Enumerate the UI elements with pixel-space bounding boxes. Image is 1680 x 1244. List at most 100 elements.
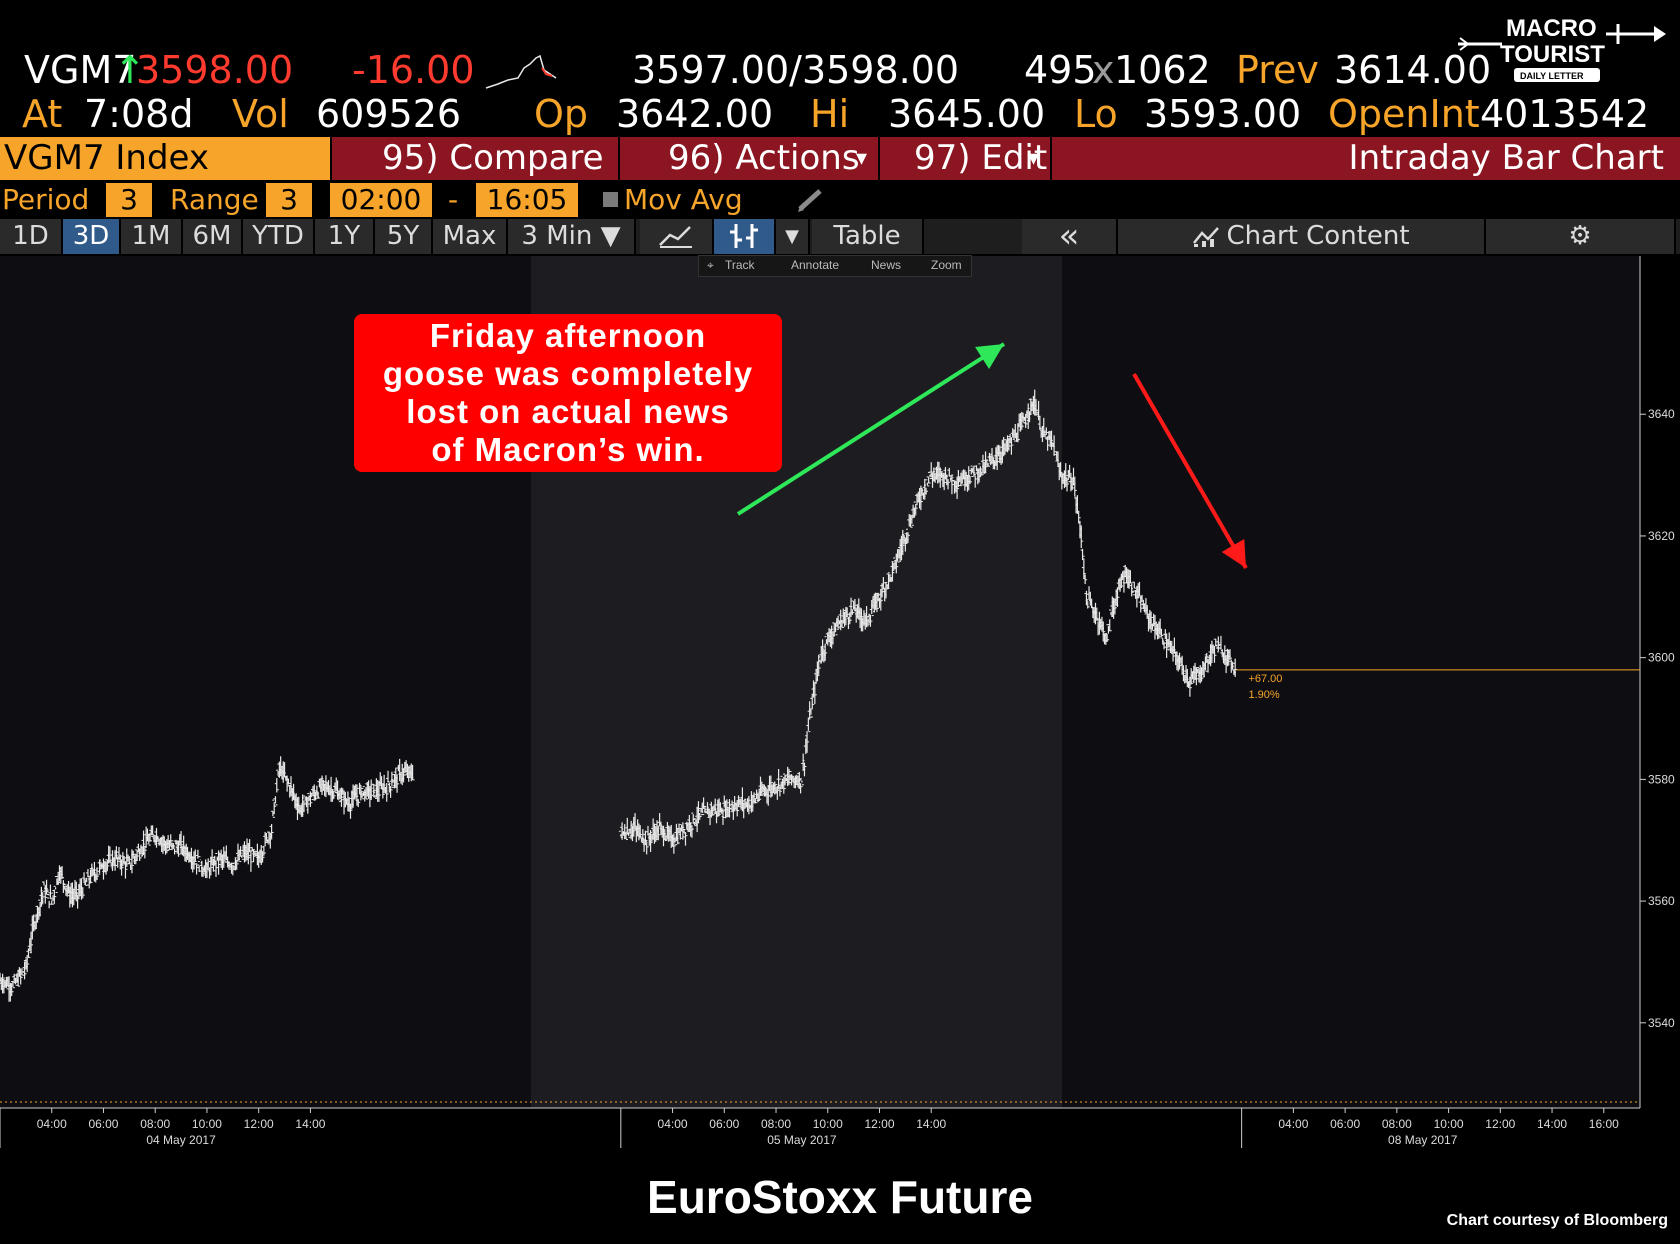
- chart-type-caret-icon[interactable]: ▼: [776, 219, 810, 254]
- y-tick-label: 3640: [1648, 407, 1675, 421]
- chart-toolbar: 1D 3D 1M 6M YTD 1Y 5Y Max 3 Min ▼ ▼ Tabl…: [0, 219, 1680, 254]
- ohlc-bar-icon: [730, 224, 758, 248]
- line-chart-icon: [659, 226, 692, 248]
- x-tick-label: 08:00: [761, 1117, 791, 1131]
- news-tool[interactable]: News: [871, 258, 902, 272]
- mov-avg-checkbox[interactable]: [603, 192, 618, 207]
- range-field[interactable]: 3: [266, 183, 312, 217]
- hi-value: 3645.00: [888, 92, 1046, 136]
- lo-label: Lo: [1074, 92, 1118, 136]
- tab-1m[interactable]: 1M: [121, 219, 183, 254]
- tab-ytd[interactable]: YTD: [243, 219, 315, 254]
- chart-content-label: Chart Content: [1226, 221, 1410, 251]
- svg-text:TOURIST: TOURIST: [1500, 41, 1605, 68]
- price-chart: 3540 3560 3580 3600 3620 3640 04:00 06:00 08:00 1…: [0, 256, 1675, 1148]
- callout-line: lost on actual news: [406, 393, 730, 430]
- y-tick-label: 3600: [1648, 651, 1675, 665]
- vol-value: 609526: [316, 92, 462, 136]
- actions-menu[interactable]: 96) Actions: [668, 138, 860, 178]
- pencil-icon[interactable]: [796, 187, 826, 213]
- svg-text:DAILY LETTER: DAILY LETTER: [1520, 71, 1584, 81]
- divider: [878, 137, 880, 180]
- x-tick-label: 12:00: [1485, 1117, 1515, 1131]
- date-label: 05 May 2017: [767, 1133, 837, 1147]
- end-time-field[interactable]: 16:05: [476, 183, 578, 217]
- divider: [618, 137, 620, 180]
- zoom-tool[interactable]: Zoom: [931, 258, 962, 272]
- x-tick-label: 04:00: [37, 1117, 67, 1131]
- gear-icon[interactable]: ⚙: [1486, 219, 1676, 254]
- last-change-label: +67.00: [1248, 673, 1282, 685]
- x-tick-label: 06:00: [709, 1117, 739, 1131]
- x-tick-label: 10:00: [1434, 1117, 1464, 1131]
- ticker-field[interactable]: VGM7 Index: [0, 137, 330, 180]
- sparkline-icon: [485, 54, 557, 89]
- macro-tourist-logo: MACRO TOURIST DAILY LETTER: [1458, 15, 1666, 82]
- x-tick-label: 06:00: [1330, 1117, 1360, 1131]
- prev-label: Prev: [1236, 48, 1319, 92]
- divider: [1050, 137, 1052, 180]
- actions-caret-icon[interactable]: ▾: [856, 146, 868, 171]
- edit-menu[interactable]: 97) Edit: [914, 138, 1048, 178]
- op-value: 3642.00: [616, 92, 774, 136]
- x-tick-label: 14:00: [1537, 1117, 1567, 1131]
- at-label: At: [22, 92, 63, 136]
- y-tick-label: 3580: [1648, 772, 1675, 786]
- collapse-button[interactable]: «: [1022, 219, 1118, 254]
- x-tick-label: 14:00: [295, 1117, 325, 1131]
- size-separator: x: [1092, 48, 1115, 92]
- x-tick-label: 12:00: [244, 1117, 274, 1131]
- range-dash: -: [448, 183, 459, 216]
- ask-size: 1062: [1114, 48, 1211, 92]
- line-chart-button[interactable]: [640, 219, 714, 254]
- tab-5y[interactable]: 5Y: [375, 219, 433, 254]
- tab-3d[interactable]: 3D: [63, 219, 121, 254]
- hi-label: Hi: [810, 92, 850, 136]
- bar-chart-button[interactable]: [714, 219, 776, 254]
- net-change: -16.00: [352, 48, 475, 92]
- symbol: VGM7: [24, 48, 137, 92]
- chart-content-button[interactable]: Chart Content: [1118, 219, 1486, 254]
- table-button[interactable]: Table: [812, 219, 924, 254]
- annotate-tool[interactable]: Annotate: [791, 258, 840, 272]
- chart-credit: Chart courtesy of Bloomberg: [1446, 1212, 1668, 1229]
- chart-content-icon: [1193, 227, 1220, 247]
- settings-row: Period 3 Range 3 02:00 - 16:05 Mov Avg: [0, 183, 1680, 217]
- range-label: Range: [170, 183, 259, 216]
- track-tool[interactable]: Track: [725, 258, 755, 272]
- tab-1d[interactable]: 1D: [0, 219, 63, 254]
- bid-size: 495: [1024, 48, 1097, 92]
- tab-1y[interactable]: 1Y: [315, 219, 375, 254]
- y-tick-label: 3560: [1648, 894, 1675, 908]
- x-tick-label: 12:00: [864, 1117, 894, 1131]
- lo-value: 3593.00: [1144, 92, 1302, 136]
- period-field[interactable]: 3: [106, 183, 152, 217]
- date-label: 08 May 2017: [1388, 1133, 1458, 1147]
- chart-tools: ⌖ Track Annotate News Zoom: [698, 255, 972, 277]
- openint-label: OpenInt: [1328, 92, 1480, 136]
- green-arrow-icon: [736, 342, 1006, 516]
- divider: [330, 137, 332, 180]
- callout-line: Friday afternoon: [429, 317, 707, 354]
- start-time-field[interactable]: 02:00: [330, 183, 432, 217]
- period-label: Period: [2, 183, 90, 216]
- callout-line: of Macron’s win.: [431, 431, 705, 468]
- chart-name: Intraday Bar Chart: [1348, 138, 1664, 178]
- prev-value: 3614.00: [1334, 48, 1492, 92]
- tab-max[interactable]: Max: [433, 219, 508, 254]
- green-arrow-icon-head: [975, 344, 1004, 369]
- red-arrow-icon: [1132, 373, 1248, 569]
- last-pct-label: 1.90%: [1248, 689, 1279, 701]
- svg-text:MACRO: MACRO: [1506, 15, 1597, 42]
- tab-6m[interactable]: 6M: [183, 219, 243, 254]
- edit-caret-icon[interactable]: ▾: [1028, 146, 1040, 171]
- interval-dropdown[interactable]: 3 Min ▼: [508, 219, 636, 254]
- compare-menu[interactable]: 95) Compare: [382, 138, 604, 178]
- x-tick-label: 16:00: [1589, 1117, 1619, 1131]
- openint-value: 4013542: [1480, 92, 1650, 136]
- x-tick-label: 04:00: [658, 1117, 688, 1131]
- track-icon[interactable]: ⌖: [707, 258, 714, 272]
- y-tick-label: 3620: [1648, 529, 1675, 543]
- x-tick-label: 08:00: [140, 1117, 170, 1131]
- x-tick-label: 08:00: [1382, 1117, 1412, 1131]
